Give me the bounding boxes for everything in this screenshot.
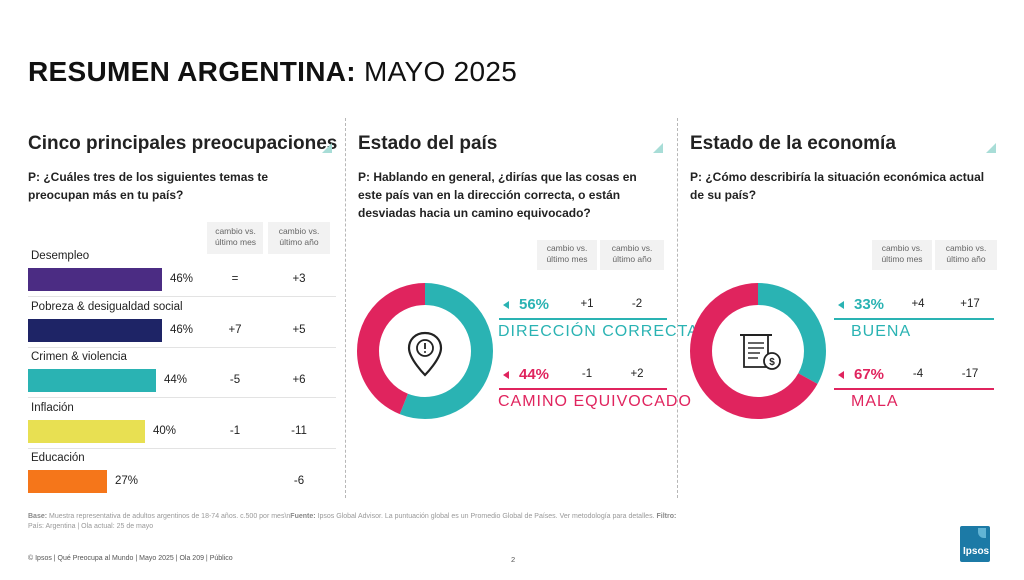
page-title-date: MAYO 2025 — [364, 56, 518, 87]
concern-bar — [28, 318, 162, 342]
concern-month-change: -1 — [229, 424, 241, 437]
page-title: RESUMEN ARGENTINA: MAYO 2025 — [28, 56, 517, 88]
concern-percent: 27% — [115, 475, 139, 487]
pointer-arrow-icon — [503, 371, 509, 379]
row-divider — [28, 346, 336, 348]
ipsos-logo-text: Ipsos — [963, 546, 990, 557]
page-number: 2 — [511, 555, 516, 564]
economy-answer-year-change: +17 — [960, 298, 980, 310]
warning-pin-icon — [407, 331, 443, 377]
economy-question: P: ¿Cómo describiría la situación económ… — [690, 170, 985, 202]
economy-answer-label: BUENA — [851, 323, 912, 340]
country-donut-chart — [357, 283, 493, 419]
concern-bar — [28, 369, 156, 392]
country-answer-underline — [499, 318, 667, 320]
concern-label: Crimen & violencia — [31, 351, 127, 363]
invoice-dollar-icon: $ — [740, 334, 781, 370]
filter-label: Filtro: — [656, 513, 677, 520]
economy-donut-chart: $ — [690, 283, 826, 419]
concern-percent: 40% — [153, 424, 177, 437]
concern-year-change: +3 — [292, 273, 306, 285]
concern-label: Educación — [31, 452, 85, 464]
economy-answer-year-change: -17 — [961, 368, 979, 380]
row-divider — [28, 447, 336, 449]
column-divider — [677, 118, 678, 498]
header-box — [600, 240, 664, 270]
filter-text: País: Argentina | Ola actual: 25 de mayo — [28, 523, 154, 530]
concern-percent: 46% — [170, 323, 194, 336]
concern-month-change: +7 — [228, 323, 242, 336]
ipsos-logo-mark — [978, 528, 986, 538]
pointer-arrow-icon — [838, 301, 844, 309]
header-box — [207, 222, 263, 254]
concern-month-change: -5 — [229, 374, 241, 386]
economy-answer-label: MALA — [851, 393, 899, 410]
concerns-title: Cinco principales preocupaciones — [28, 133, 338, 154]
svg-text:$: $ — [769, 357, 775, 368]
economy-answer-underline — [834, 318, 994, 320]
header-month-change: cambio vs. último mes — [881, 243, 923, 264]
concern-year-change: -11 — [291, 424, 307, 437]
column-divider — [345, 118, 346, 498]
row-divider — [28, 397, 336, 398]
header-year-change: cambio vs. último año — [611, 243, 653, 264]
country-answer-month-change: +1 — [580, 298, 594, 310]
source-text: Ipsos Global Advisor. La puntuación glob… — [317, 513, 655, 520]
concern-label: Pobreza & desigualdad social — [31, 300, 183, 313]
base-text: Muestra representativa de adultos argent… — [49, 513, 291, 520]
concern-label: Desempleo — [31, 250, 90, 262]
concern-percent: 44% — [164, 374, 188, 386]
header-box — [935, 240, 997, 270]
page-title-bold: RESUMEN ARGENTINA: — [28, 56, 356, 87]
concern-year-change: +6 — [292, 374, 306, 386]
economy-answer-underline — [834, 388, 994, 390]
country-answer-label: DIRECCIÓN CORRECTA — [498, 323, 699, 340]
economy-answer-month-change: +4 — [911, 298, 925, 310]
concern-bar — [28, 419, 145, 443]
header-box — [872, 240, 932, 270]
corner-triangle-icon — [653, 143, 663, 153]
row-divider — [28, 296, 336, 297]
header-month-change: cambio vs. último mes — [546, 243, 588, 264]
concern-label: Inflación — [31, 401, 74, 414]
base-label: Base: — [28, 513, 48, 520]
corner-triangle-icon — [322, 143, 332, 153]
country-answer-label: CAMINO EQUIVOCADO — [498, 393, 692, 410]
economy-answer-percent: 67% — [854, 366, 885, 383]
concern-bar — [28, 268, 162, 291]
source-label: Fuente: — [290, 513, 316, 520]
header-month-change: cambio vs. último mes — [214, 226, 257, 247]
pointer-arrow-icon — [838, 371, 844, 379]
country-answer-year-change: +2 — [630, 368, 644, 380]
concern-month-change: = — [231, 273, 239, 285]
header-box — [268, 222, 330, 254]
concern-year-change: +5 — [292, 323, 306, 336]
donut-segment-negative — [357, 283, 493, 419]
header-year-change: cambio vs. último año — [278, 226, 320, 247]
economy-answer-month-change: -4 — [912, 368, 924, 380]
country-answer-percent: 56% — [519, 296, 550, 313]
country-answer-year-change: -2 — [631, 298, 643, 310]
country-answer-underline — [499, 388, 667, 390]
concern-percent: 46% — [170, 273, 194, 285]
pointer-arrow-icon — [503, 301, 509, 309]
corner-triangle-icon — [986, 143, 996, 153]
country-title: Estado del país — [358, 133, 498, 154]
country-answer-percent: 44% — [519, 366, 550, 383]
economy-title: Estado de la economía — [690, 133, 896, 154]
country-question: P: Hablando en general, ¿dirías que las … — [358, 170, 637, 220]
donut-segment-negative — [690, 283, 826, 419]
header-year-change: cambio vs. último año — [945, 243, 987, 264]
header-box — [537, 240, 597, 270]
concerns-question: P: ¿Cuáles tres de los siguientes temas … — [28, 170, 269, 202]
concern-bar — [28, 470, 107, 493]
concern-year-change: -6 — [293, 475, 305, 487]
country-answer-month-change: -1 — [581, 368, 593, 380]
methodology-footnote: Base: Muestra representativa de adultos … — [28, 512, 688, 532]
economy-answer-percent: 33% — [854, 296, 885, 313]
footer-text: © Ipsos | Qué Preocupa al Mundo | Mayo 2… — [28, 555, 233, 562]
